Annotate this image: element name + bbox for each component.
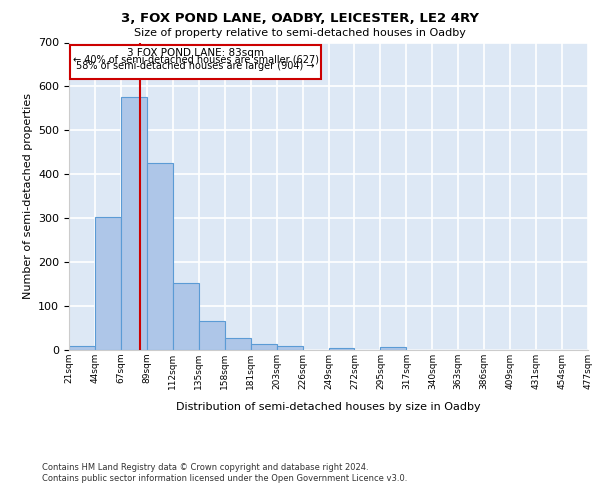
Bar — [225, 338, 251, 350]
Bar — [121, 98, 147, 350]
Bar — [251, 344, 277, 350]
Text: 3, FOX POND LANE, OADBY, LEICESTER, LE2 4RY: 3, FOX POND LANE, OADBY, LEICESTER, LE2 … — [121, 12, 479, 26]
Bar — [69, 346, 95, 350]
Text: Contains HM Land Registry data © Crown copyright and database right 2024.: Contains HM Land Registry data © Crown c… — [42, 462, 368, 471]
Bar — [95, 217, 121, 350]
Text: 3 FOX POND LANE: 83sqm: 3 FOX POND LANE: 83sqm — [127, 48, 264, 58]
Bar — [329, 348, 355, 350]
Bar — [380, 347, 406, 350]
Bar — [70, 44, 321, 78]
Bar — [147, 164, 173, 350]
Y-axis label: Number of semi-detached properties: Number of semi-detached properties — [23, 93, 32, 299]
Bar — [277, 346, 302, 350]
Text: Contains public sector information licensed under the Open Government Licence v3: Contains public sector information licen… — [42, 474, 407, 483]
Text: ← 40% of semi-detached houses are smaller (627): ← 40% of semi-detached houses are smalle… — [73, 55, 319, 65]
Text: Size of property relative to semi-detached houses in Oadby: Size of property relative to semi-detach… — [134, 28, 466, 38]
Text: Distribution of semi-detached houses by size in Oadby: Distribution of semi-detached houses by … — [176, 402, 481, 412]
Bar — [173, 283, 199, 350]
Text: 58% of semi-detached houses are larger (904) →: 58% of semi-detached houses are larger (… — [76, 62, 315, 72]
Bar — [199, 322, 224, 350]
